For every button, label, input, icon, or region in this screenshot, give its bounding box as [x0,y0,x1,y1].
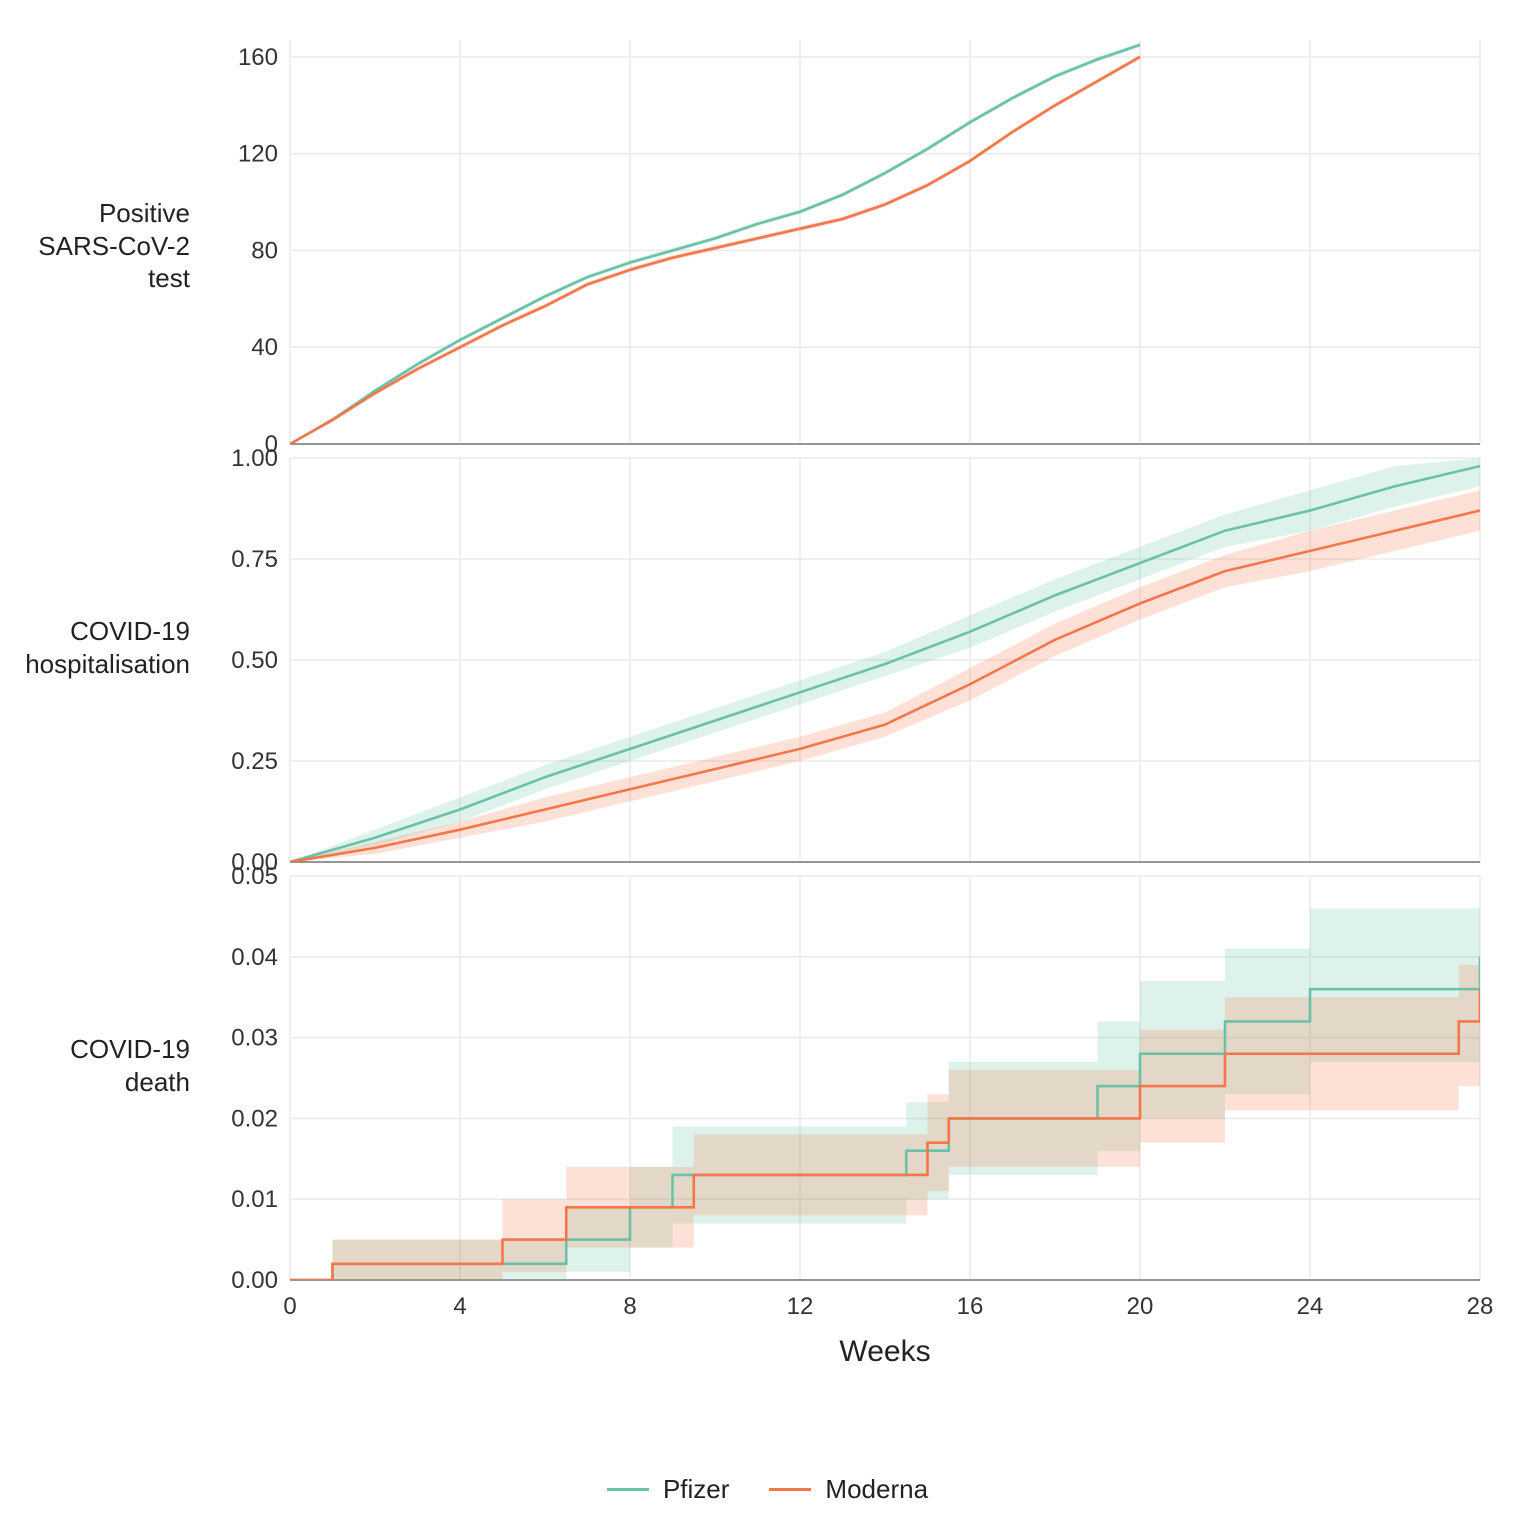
y-tick-label: 1.00 [231,445,278,472]
panel-hosp: 0.000.250.500.751.00 [231,445,1480,876]
y-tick-label: 160 [238,44,278,71]
y-tick-label: 0.00 [231,1267,278,1294]
ribbon-positive-pfizer [290,42,1140,444]
line-positive-pfizer [290,45,1140,444]
legend-label-pfizer: Pfizer [663,1474,729,1505]
panel-positive: 04080120160 [238,40,1480,458]
x-tick-label: 4 [453,1293,466,1320]
y-tick-label: 0.01 [231,1186,278,1213]
panel-death: 0.00 0.01 0.02 0.03 0.04 0.05 [231,863,1480,1294]
y-tick-label: 0.25 [231,748,278,775]
y-tick-label: 80 [251,237,278,264]
x-tick-label: 20 [1127,1293,1154,1320]
legend-item-pfizer: Pfizer [607,1474,729,1505]
y-tick-label: 0.03 [231,1025,278,1052]
legend: Pfizer Moderna [0,1467,1535,1505]
legend-label-moderna: Moderna [825,1474,928,1505]
x-tick-label: 0 [283,1293,296,1320]
legend-swatch-pfizer [607,1488,649,1491]
y-tick-label: 0.75 [231,546,278,573]
x-tick-label: 12 [787,1293,814,1320]
y-tick-label: 0.05 [231,863,278,890]
y-tick-label: 120 [238,141,278,168]
legend-item-moderna: Moderna [769,1474,928,1505]
y-tick-label: 40 [251,334,278,361]
x-tick-label: 24 [1297,1293,1324,1320]
y-tick-label: 0.50 [231,647,278,674]
y-tick-label: 0.04 [231,944,278,971]
x-tick-label: 8 [623,1293,636,1320]
x-axis-title: Weeks [290,1335,1480,1369]
x-tick-label: 16 [957,1293,984,1320]
y-tick-label: 0.02 [231,1105,278,1132]
legend-swatch-moderna [769,1488,811,1491]
plot-svg: 0 40 80 120 160 0.00 0.25 0.50 0.75 1.00 0.00 0.01 0… [0,0,1535,1535]
x-tick-label: 28 [1467,1293,1494,1320]
